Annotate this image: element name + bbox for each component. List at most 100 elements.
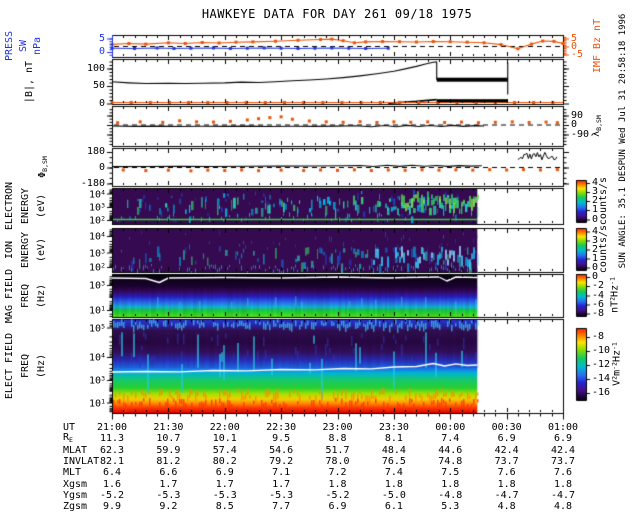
table-cell: 76.5 [381,455,406,467]
panel-left-label: MAG FIELD [4,268,15,323]
panel-left-label: FREQ [20,283,31,308]
table-cell: 6.9 [497,433,516,445]
colorbar-tick-label: -8 [592,331,605,342]
panel-left-label: PRESS [4,30,15,62]
page-title: HAWKEYE DATA FOR DAY 261 09/18 1975 [201,7,473,21]
table-cell: -5.2 [99,489,125,501]
panel-left-label: ENERGY [20,231,31,269]
table-cell: 7.1 [272,467,291,479]
table-cell: 62.3 [99,444,125,456]
table-cell: 44.6 [438,444,463,456]
colorbar-tick-label: 3 [592,234,599,246]
y-tick-label: 90 [571,109,584,121]
table-row-label: Ygsm [63,489,88,501]
y-tick-label: 104 [89,351,105,364]
colorbar-tick-label: -16 [592,387,611,398]
time-label: 23:00 [322,422,353,433]
y-tick-label: 0 [571,119,578,130]
timestamp-annotation: SUN ANGLE: 35.1 DESPUN Wed Jul 31 20:58:… [618,13,628,269]
table-row-label: UT [63,422,76,433]
table-cell: 80.2 [212,455,237,467]
panel-left-label: nPa [32,36,43,56]
table-cell: 6.6 [159,467,178,479]
table-cell: 6.9 [328,501,347,512]
table-cell: 73.7 [494,455,519,467]
table-cell: -5.3 [212,489,237,501]
y-tick-label: 103 [89,374,105,387]
table-cell: 1.6 [102,478,122,490]
time-label: 21:30 [153,422,184,433]
table-row-label: INVLAT [63,455,100,467]
time-label: 22:30 [266,422,297,433]
table-cell: 78.0 [325,455,350,467]
table-cell: -4.8 [438,489,463,501]
table-cell: 6.4 [102,467,122,479]
table-cell: 1.7 [159,478,178,490]
table-cell: 6.9 [215,467,234,479]
table-cell: 57.4 [212,444,237,456]
panel-left-label: ELECTRON [4,181,15,231]
y-tick-label: 102 [89,261,105,274]
table-cell: 7.4 [441,433,460,445]
table-cell: 1.8 [441,478,460,490]
table-cell: 9.5 [272,433,291,445]
table-cell: 4.8 [497,501,516,512]
colorbar-tick-label: -6 [592,298,605,310]
table-row-label: Xgsm [63,478,88,490]
table-cell: 1.7 [272,478,291,490]
table-cell: 51.7 [325,444,350,456]
panel-left-label: |B|, nT [24,60,35,103]
panel-left-label: (Hz) [36,353,47,379]
colorbar-tick-label: 0 [592,271,599,282]
y-tick-label: -5 [571,48,584,60]
time-label: 00:30 [491,422,522,433]
y-tick-label: 103 [89,247,105,259]
y-tick-label: 103 [89,279,105,292]
table-cell: 42.4 [494,444,519,456]
colorbar-tick-label: 1 [592,252,599,264]
y-tick-label: 5 [98,32,105,44]
table-cell: 9.9 [102,501,122,512]
panel-right-label: IMF Bz nT [592,18,603,74]
table-cell: -4.7 [494,489,519,501]
y-tick-label: 104 [89,188,105,200]
colorbar-unit-label: counts/s [598,224,609,274]
table-cell: 1.8 [553,478,573,490]
panel-right-label: λB,SM [591,115,603,137]
y-tick-label: 105 [89,322,105,334]
y-tick-label: -180 [80,177,105,189]
table-cell: -5.3 [156,489,181,501]
colorbar-unit-label: V2m-2Hz-1 [610,342,623,386]
panel-left-label: FREQ [20,353,31,379]
y-tick-label: 104 [89,230,105,243]
panel-left-label: ENERGY [20,187,31,225]
colorbar-unit-label: counts/s [598,176,609,226]
colorbar-tick-label: -8 [592,307,605,319]
table-cell: 9.2 [159,501,178,512]
panel-left-label: ION [4,240,15,260]
table-cell: 54.6 [269,444,294,456]
table-cell: 7.4 [384,467,403,479]
table-cell: 6.9 [553,433,573,445]
table-cell: 74.8 [438,455,463,467]
panel-left-label: ΦB,SM [37,156,49,178]
time-label: 23:30 [378,422,409,433]
table-cell: 6.1 [384,501,403,512]
table-cell: 1.8 [497,478,516,490]
table-cell: 8.5 [215,501,234,512]
colorbar-tick-label: 2 [592,195,599,206]
time-label: 21:00 [96,422,128,433]
table-cell: 42.4 [550,444,576,456]
table-cell: 81.2 [156,455,181,467]
panel-left-label: (eV) [36,193,47,219]
table-cell: 8.8 [328,433,347,445]
time-label: 22:00 [209,422,240,433]
table-cell: 5.3 [441,501,460,512]
table-cell: 7.7 [272,501,291,512]
table-cell: 11.3 [99,433,125,445]
y-tick-label: 50 [92,80,105,91]
table-cell: 10.1 [212,433,237,445]
table-row-label: MLT [63,467,82,479]
y-tick-label: 0 [98,161,105,173]
